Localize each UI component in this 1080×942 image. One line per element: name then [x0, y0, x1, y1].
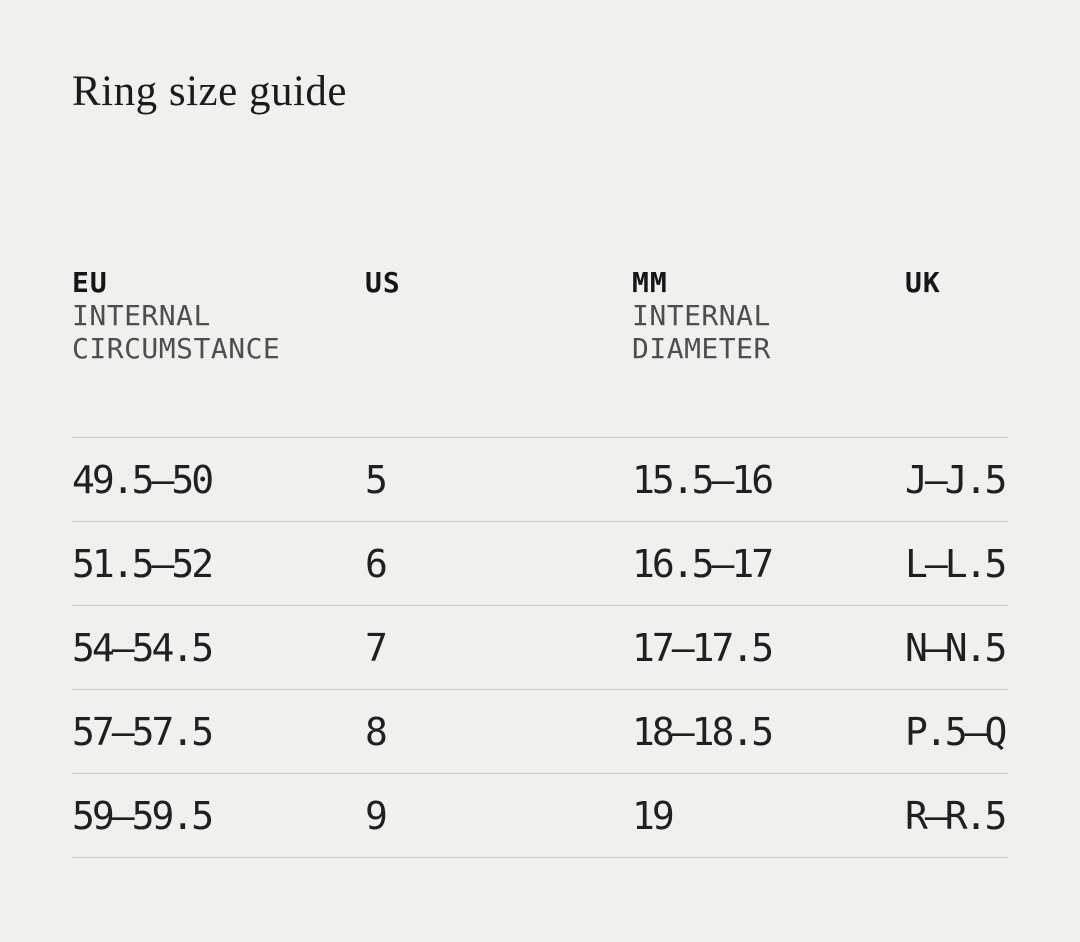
- column-header-eu: EU INTERNAL CIRCUMSTANCE: [72, 266, 365, 365]
- cell-mm: 17—17.5: [632, 625, 774, 670]
- cell-eu: 49.5—50: [72, 457, 214, 502]
- table-header: EU INTERNAL CIRCUMSTANCE US MM INTERNAL …: [72, 266, 1008, 365]
- column-sublabel-mm-line2: DIAMETER: [632, 332, 771, 365]
- cell-mm: 18—18.5: [632, 709, 774, 754]
- column-label-eu: EU: [72, 266, 108, 299]
- column-label-uk: UK: [905, 266, 941, 299]
- ring-size-table: EU INTERNAL CIRCUMSTANCE US MM INTERNAL …: [72, 266, 1008, 858]
- column-header-mm: MM INTERNAL DIAMETER: [632, 266, 905, 365]
- cell-mm: 16.5—17: [632, 541, 774, 586]
- cell-us: 6: [365, 541, 388, 586]
- column-label-us: US: [365, 266, 401, 299]
- cell-uk: L—L.5: [905, 541, 1007, 586]
- cell-uk: P.5—Q: [905, 709, 1007, 754]
- cell-us: 7: [365, 625, 388, 670]
- column-header-us: US: [365, 266, 632, 365]
- table-row: 49.5—50 5 15.5—16 J—J.5: [72, 438, 1008, 522]
- ring-size-guide-page: Ring size guide EU INTERNAL CIRCUMSTANCE…: [72, 68, 1008, 858]
- table-row: 54—54.5 7 17—17.5 N—N.5: [72, 606, 1008, 690]
- table-row: 57—57.5 8 18—18.5 P.5—Q: [72, 690, 1008, 774]
- column-header-uk: UK: [905, 266, 1008, 365]
- page-title: Ring size guide: [72, 68, 348, 115]
- cell-eu: 59—59.5: [72, 793, 214, 838]
- cell-mm: 19: [632, 793, 675, 838]
- cell-us: 9: [365, 793, 388, 838]
- cell-uk: N—N.5: [905, 625, 1007, 670]
- column-sublabel-mm-line1: INTERNAL: [632, 299, 771, 332]
- cell-us: 8: [365, 709, 388, 754]
- cell-mm: 15.5—16: [632, 457, 774, 502]
- table-row: 59—59.5 9 19 R—R.5: [72, 774, 1008, 858]
- column-label-mm: MM: [632, 266, 668, 299]
- cell-uk: J—J.5: [905, 457, 1007, 502]
- table-row: 51.5—52 6 16.5—17 L—L.5: [72, 522, 1008, 606]
- cell-eu: 57—57.5: [72, 709, 214, 754]
- cell-uk: R—R.5: [905, 793, 1007, 838]
- table-body: 49.5—50 5 15.5—16 J—J.5 51.5—52 6 16.5—1…: [72, 437, 1008, 858]
- cell-us: 5: [365, 457, 388, 502]
- column-sublabel-eu-line1: INTERNAL: [72, 299, 211, 332]
- cell-eu: 54—54.5: [72, 625, 214, 670]
- cell-eu: 51.5—52: [72, 541, 214, 586]
- column-sublabel-eu-line2: CIRCUMSTANCE: [72, 332, 281, 365]
